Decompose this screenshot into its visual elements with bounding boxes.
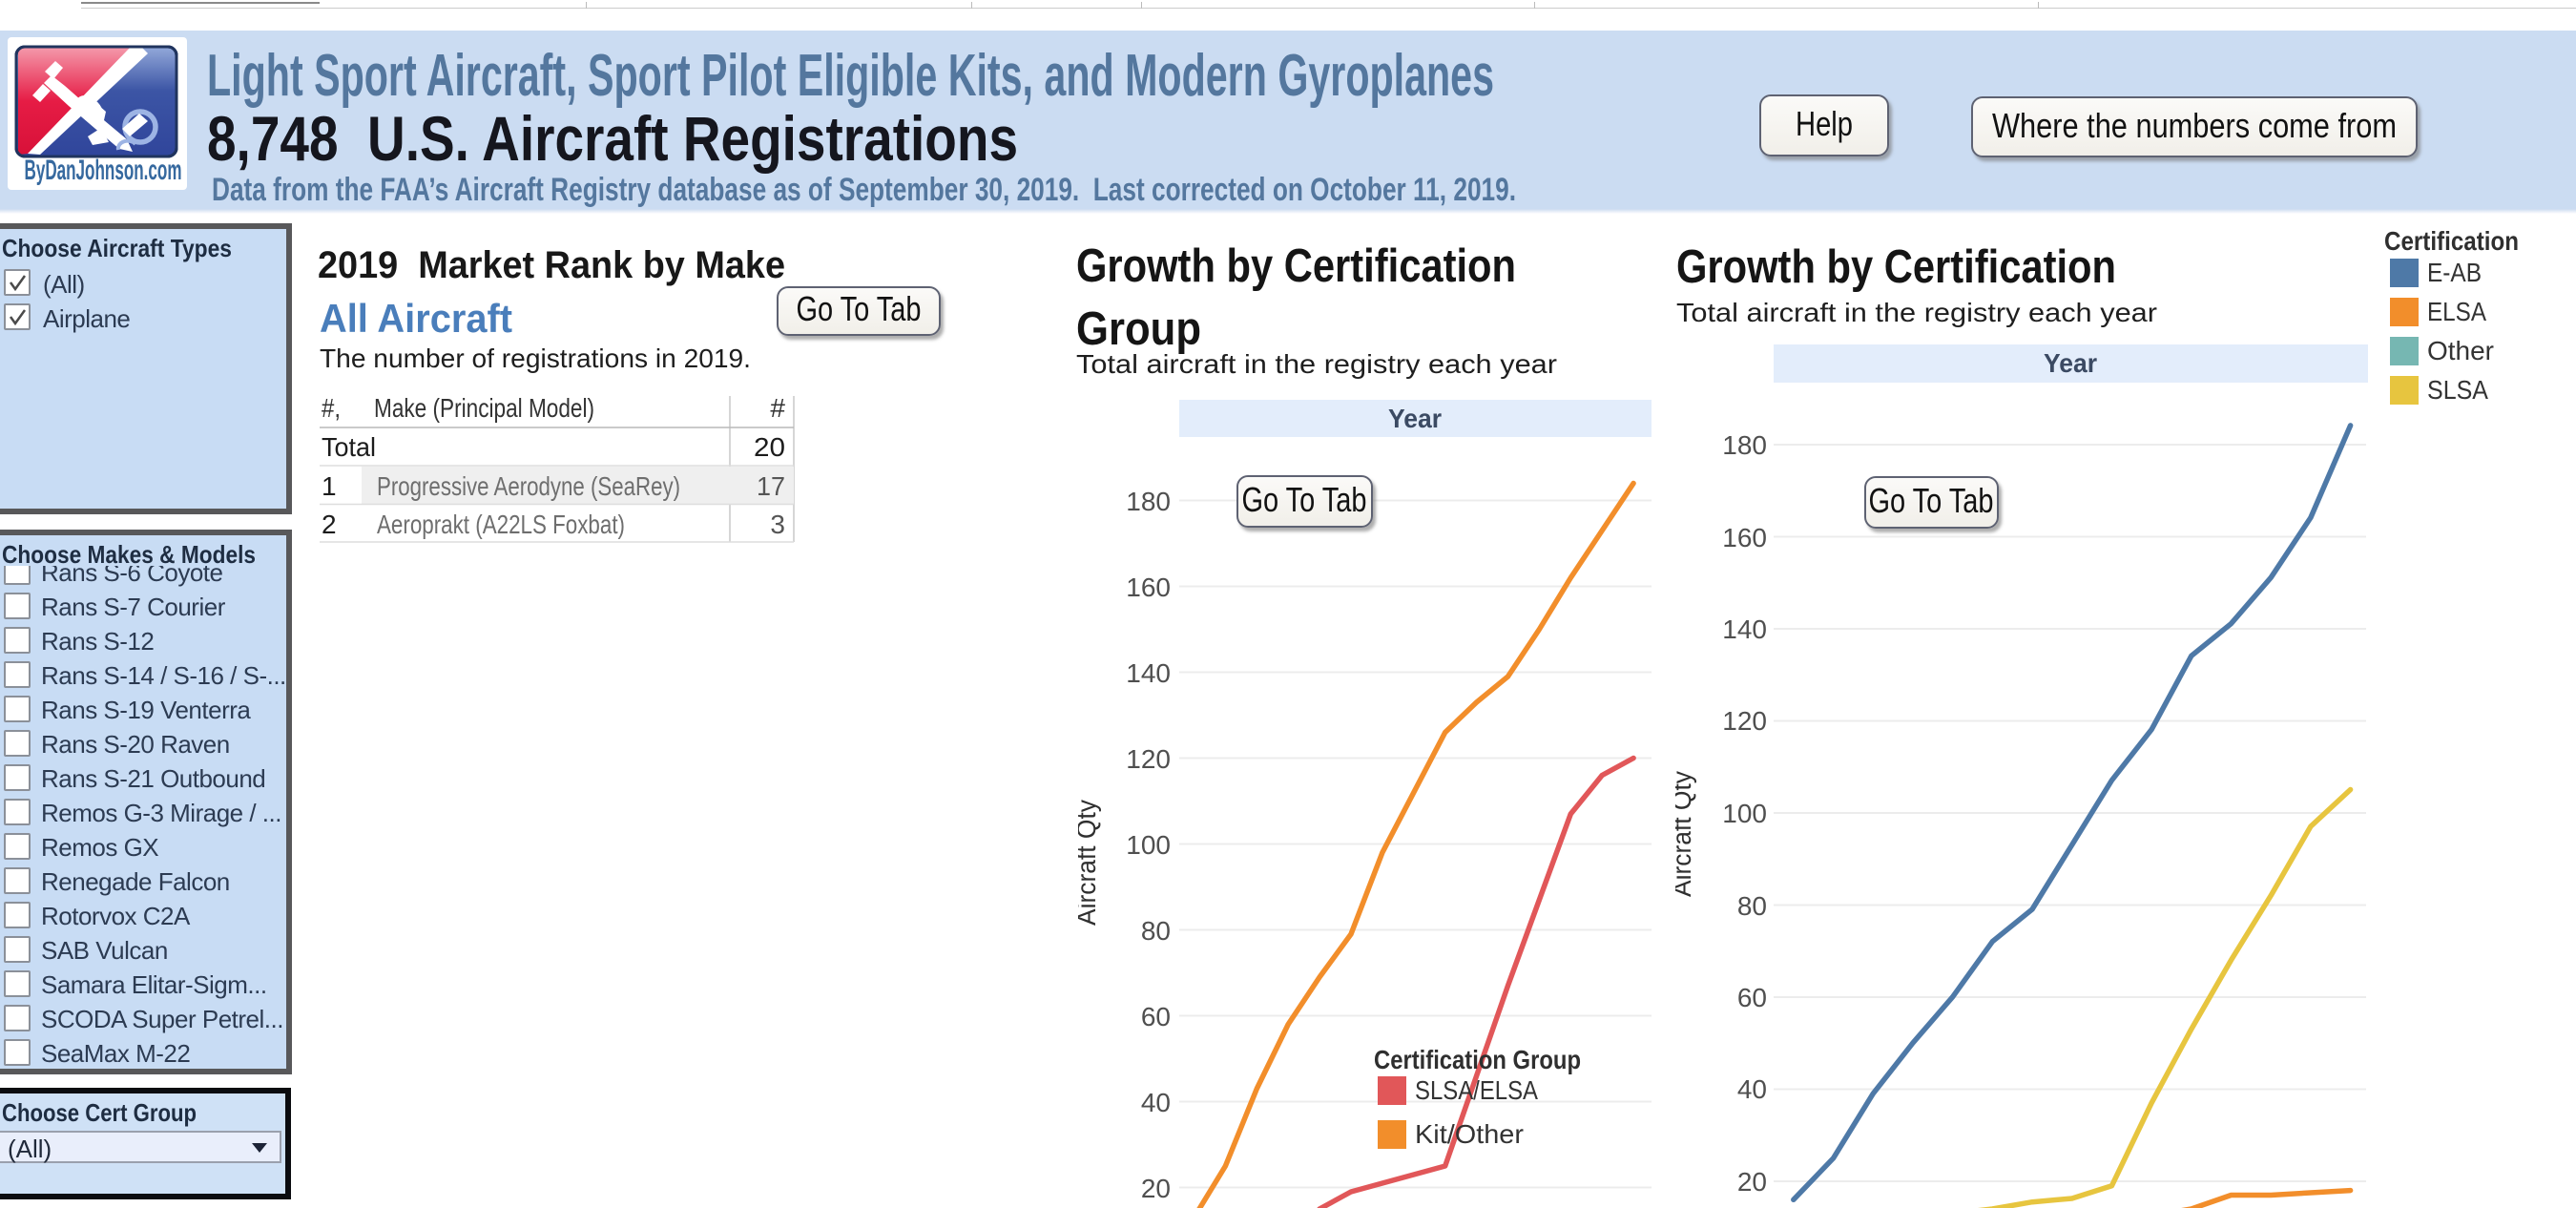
svg-text:The number of registrations in: The number of registrations in 2019.: [320, 344, 751, 373]
svg-text:Light Sport Aircraft, Sport Pi: Light Sport Aircraft, Sport Pilot Eligib…: [207, 43, 1494, 109]
svg-text:Other: Other: [2427, 336, 2494, 365]
svg-text:Choose Aircraft Types: Choose Aircraft Types: [2, 234, 232, 262]
svg-text:Growth by Certification: Growth by Certification: [1076, 240, 1516, 292]
svg-text:Progressive Aerodyne (SeaRey): Progressive Aerodyne (SeaRey): [377, 471, 680, 501]
svg-text:Certification Group: Certification Group: [1374, 1045, 1581, 1074]
svg-text:17: 17: [757, 471, 785, 501]
svg-text:20: 20: [754, 432, 785, 462]
svg-text:Where the numbers come from: Where the numbers come from: [1992, 106, 2397, 145]
svg-text:SLSA/ELSA: SLSA/ELSA: [1415, 1075, 1538, 1105]
svg-text:Go To Tab: Go To Tab: [1242, 480, 1367, 519]
svg-text:ByDanJohnson.com: ByDanJohnson.com: [25, 155, 182, 186]
svg-text:1: 1: [322, 471, 337, 501]
svg-text:2: 2: [322, 510, 337, 539]
svg-text:SLSA: SLSA: [2427, 375, 2488, 405]
svg-text:Group: Group: [1076, 303, 1201, 355]
svg-text:ELSA: ELSA: [2427, 297, 2486, 326]
svg-text:Make (Principal Model): Make (Principal Model): [374, 393, 594, 423]
svg-text:Go To Tab: Go To Tab: [797, 289, 922, 328]
svg-text:Choose Makes & Models: Choose Makes & Models: [2, 540, 256, 569]
svg-text:#: #: [770, 393, 785, 423]
svg-text:Aircraft Qty: Aircraft Qty: [1078, 800, 1101, 926]
svg-text:Help: Help: [1796, 104, 1853, 143]
svg-text:Total: Total: [322, 432, 376, 462]
svg-text:Year: Year: [1388, 404, 1442, 433]
svg-text:Growth by Certification: Growth by Certification: [1676, 241, 2116, 293]
svg-text:Aircraft Qty: Aircraft Qty: [1675, 771, 1696, 897]
svg-text:Kit/Other: Kit/Other: [1415, 1119, 1524, 1149]
svg-text:Aeroprakt (A22LS Foxbat): Aeroprakt (A22LS Foxbat): [377, 510, 625, 539]
svg-text:3: 3: [770, 510, 785, 539]
svg-text:E-AB: E-AB: [2427, 258, 2482, 287]
svg-text:Go To Tab: Go To Tab: [1869, 481, 1994, 520]
svg-text:Year: Year: [2044, 348, 2097, 378]
svg-text:Certification: Certification: [2384, 226, 2519, 256]
svg-text:Choose Cert Group: Choose Cert Group: [2, 1098, 197, 1127]
svg-text:Total aircraft in the registry: Total aircraft in the registry each year: [1676, 298, 2157, 327]
svg-text:All Aircraft: All Aircraft: [320, 296, 512, 341]
svg-text:2019 Market Rank by Make: 2019 Market Rank by Make: [318, 244, 785, 286]
svg-text:8,748 U.S. Aircraft Registrat: 8,748 U.S. Aircraft Registrations: [207, 103, 1018, 174]
svg-text:Total aircraft in the registry: Total aircraft in the registry each year: [1076, 349, 1557, 379]
svg-text:#,: #,: [322, 393, 341, 423]
svg-text:Data from the FAA’s Aircraft R: Data from the FAA’s Aircraft Registry da…: [212, 172, 1516, 208]
